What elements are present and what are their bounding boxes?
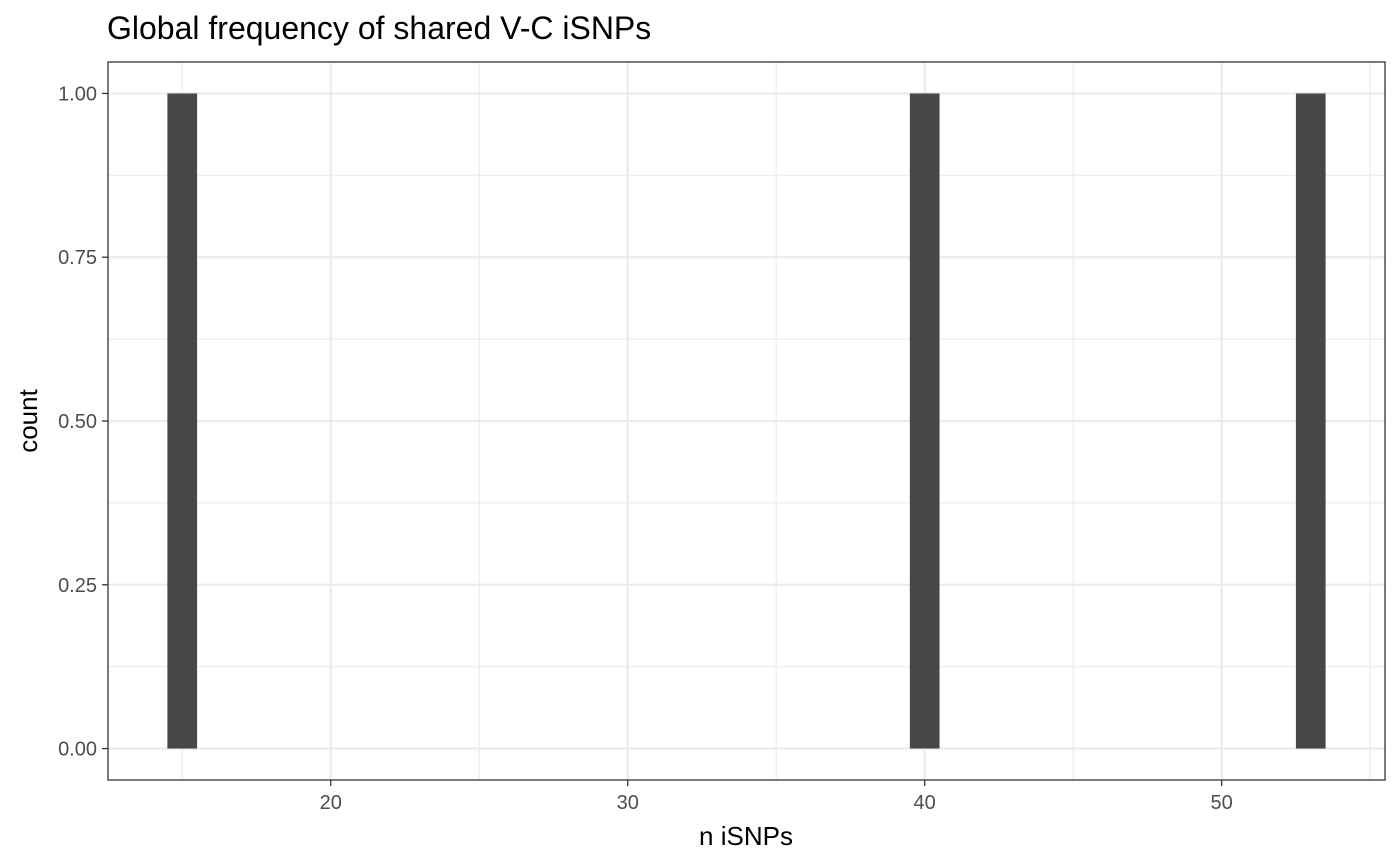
histogram-bars	[167, 93, 1326, 749]
histogram-bar	[167, 93, 198, 749]
y-axis: 0.00 0.25 0.50 0.75 1.00	[58, 83, 108, 761]
y-tick-label: 0.50	[58, 411, 97, 433]
y-tick-label: 0.00	[58, 739, 97, 761]
x-tick-label: 50	[1211, 792, 1233, 814]
x-axis-title: n iSNPs	[699, 821, 793, 851]
x-tick-label: 20	[320, 792, 342, 814]
histogram-bar	[1295, 93, 1326, 749]
histogram-bar	[909, 93, 940, 749]
y-tick-label: 1.00	[58, 83, 97, 105]
x-tick-label: 40	[914, 792, 936, 814]
grid-lines	[108, 62, 1385, 780]
y-axis-title: count	[13, 388, 43, 452]
x-tick-label: 30	[617, 792, 639, 814]
y-tick-label: 0.75	[58, 247, 97, 269]
chart-title: Global frequency of shared V-C iSNPs	[107, 10, 651, 46]
y-tick-label: 0.25	[58, 575, 97, 597]
x-axis: 20 30 40 50	[320, 780, 1233, 814]
